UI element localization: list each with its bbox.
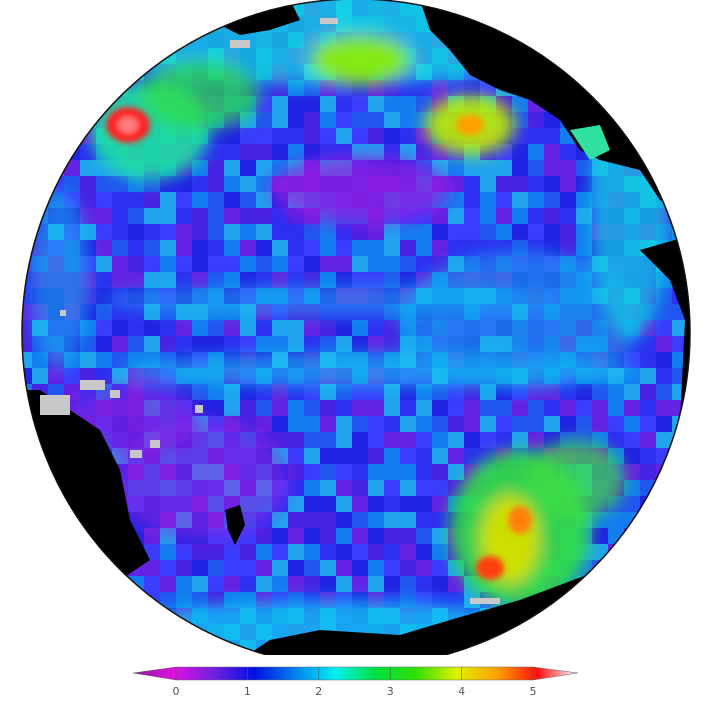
colorbar-tick-label: 3 xyxy=(387,685,394,698)
peak-regions xyxy=(106,107,532,580)
colorbar-tick-label: 1 xyxy=(244,685,251,698)
globe-outline xyxy=(21,0,691,655)
gulf-region xyxy=(570,125,610,160)
land-new-zealand xyxy=(225,505,245,545)
colorbar-tick-label: 0 xyxy=(173,685,180,698)
colorbar-tick-label: 2 xyxy=(315,685,322,698)
colorbar-gradient xyxy=(132,666,579,681)
globe-map xyxy=(21,0,691,655)
colorbar: 0 1 2 3 4 5 xyxy=(132,666,579,698)
colorbar-tick-label: 4 xyxy=(458,685,465,698)
colorbar-tick-label: 5 xyxy=(530,685,537,698)
